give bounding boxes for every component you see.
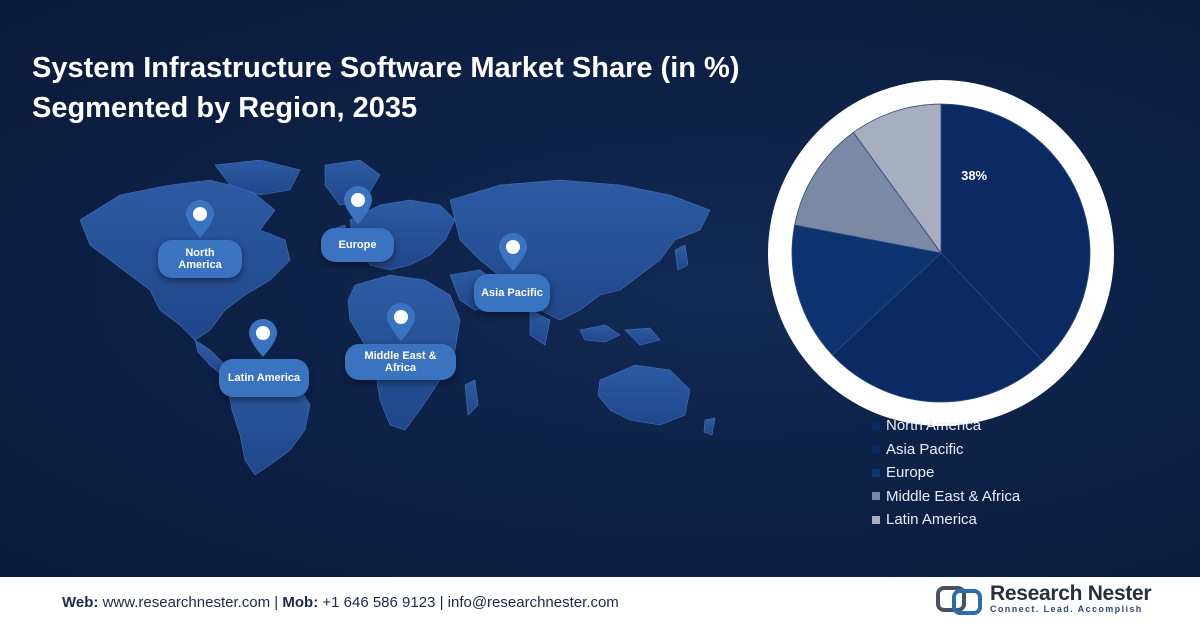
region-label-asia-pacific: Asia Pacific <box>474 274 550 312</box>
legend-swatch <box>872 515 880 524</box>
logo-icon <box>936 585 982 615</box>
asia-pacific-pin-icon <box>499 233 527 271</box>
pie-slice-middle-east-africa <box>794 131 942 254</box>
pie-data-label: 38% <box>961 168 987 183</box>
web-label: Web: <box>62 594 99 611</box>
legend-label: Asia Pacific <box>886 440 964 458</box>
pie-slice-north-america <box>940 103 1091 363</box>
page-title: System Infrastructure Software Market Sh… <box>32 48 739 128</box>
region-label-latin-america: Latin America <box>219 359 309 397</box>
legend-item: Europe <box>872 461 1020 485</box>
legend-label: Europe <box>886 464 935 482</box>
europe-pin-icon <box>344 186 372 224</box>
legend-label: Latin America <box>886 511 977 529</box>
legend-item: Latin America <box>872 508 1020 532</box>
middle-east-africa-pin-icon <box>387 303 415 341</box>
logo-tagline: Connect. Lead. Accomplish <box>990 604 1143 614</box>
infographic-main: System Infrastructure Software Market Sh… <box>0 0 1200 577</box>
research-nester-logo: Research Nester Connect. Lead. Accomplis… <box>936 582 1152 615</box>
email-link[interactable]: info@researchnester.com <box>447 594 619 611</box>
legend-label: North America <box>886 417 982 435</box>
pie-slice-europe <box>791 224 942 356</box>
legend-item: Middle East & Africa <box>872 485 1020 509</box>
region-label-north-america: North America <box>158 240 242 278</box>
phone-number[interactable]: +1 646 586 9123 <box>322 594 436 611</box>
pie-slice-latin-america <box>852 103 942 255</box>
logo-name: Research Nester <box>990 582 1152 605</box>
title-line-2: Segmented by Region, 2035 <box>32 92 418 124</box>
australia-shape <box>597 364 691 426</box>
mob-label: Mob: <box>282 594 319 611</box>
web-link[interactable]: www.researchnester.com <box>102 594 271 611</box>
region-label-europe: Europe <box>321 228 394 262</box>
legend-label: Middle East & Africa <box>886 487 1021 505</box>
pie-chart: 38% <box>768 80 1114 426</box>
pie-slice-asia-pacific <box>831 252 1044 403</box>
legend-swatch <box>872 468 880 477</box>
region-label-middle-east-africa: Middle East & Africa <box>345 344 456 380</box>
separator: | <box>270 594 283 611</box>
legend-swatch <box>872 421 880 430</box>
legend-swatch <box>872 492 880 501</box>
chart-legend: North America Asia Pacific Europe Middle… <box>872 414 1020 532</box>
title-line-1: System Infrastructure Software Market Sh… <box>32 52 740 84</box>
separator: | <box>435 594 448 611</box>
footer: Web: www.researchnester.com | Mob: +1 64… <box>0 577 1200 628</box>
north-america-pin-icon <box>186 200 214 238</box>
legend-item: Asia Pacific <box>872 438 1020 462</box>
legend-item: North America <box>872 414 1020 438</box>
latin-america-pin-icon <box>249 319 277 357</box>
legend-swatch <box>872 445 880 454</box>
contact-info: Web: www.researchnester.com | Mob: +1 64… <box>62 594 619 611</box>
